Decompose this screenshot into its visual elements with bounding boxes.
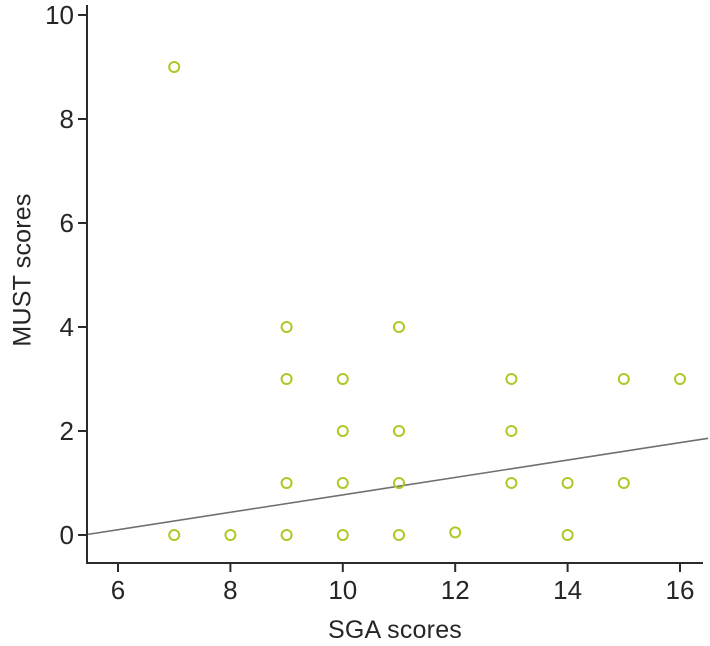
x-tick-label: 14 [553, 575, 582, 605]
x-tick-label: 6 [111, 575, 125, 605]
data-point [505, 373, 518, 385]
data-point [393, 477, 405, 489]
x-tick-label: 12 [441, 575, 470, 605]
data-point [336, 529, 349, 541]
x-tick-label: 8 [223, 575, 237, 605]
data-point [505, 425, 518, 437]
data-point [561, 529, 574, 541]
data-point [505, 477, 518, 489]
y-tick-label: 8 [60, 104, 74, 134]
x-tick-label: 10 [328, 575, 357, 605]
data-point [336, 477, 349, 489]
data-point [280, 373, 293, 385]
data-point [336, 425, 349, 437]
y-tick-label: 6 [60, 208, 74, 238]
data-point [617, 373, 630, 385]
data-point [674, 373, 686, 385]
y-tick-label: 10 [45, 0, 74, 30]
data-point [280, 529, 293, 541]
data-point [168, 61, 181, 73]
data-point [280, 321, 293, 333]
data-point [280, 477, 293, 489]
y-axis-title: MUST scores [8, 193, 37, 347]
data-point [393, 321, 405, 333]
x-tick-label: 16 [666, 575, 695, 605]
data-point [224, 529, 237, 541]
data-point [336, 373, 349, 385]
data-point [393, 425, 405, 437]
y-tick-label: 4 [60, 312, 74, 342]
data-point [168, 529, 181, 541]
trend-line [86, 437, 709, 536]
data-point [449, 526, 462, 539]
data-point [393, 529, 405, 541]
y-tick-label: 0 [60, 520, 74, 550]
data-point [617, 477, 630, 489]
y-tick-label: 2 [60, 416, 74, 446]
data-point [561, 477, 574, 489]
x-axis-title: SGA scores [328, 616, 462, 644]
